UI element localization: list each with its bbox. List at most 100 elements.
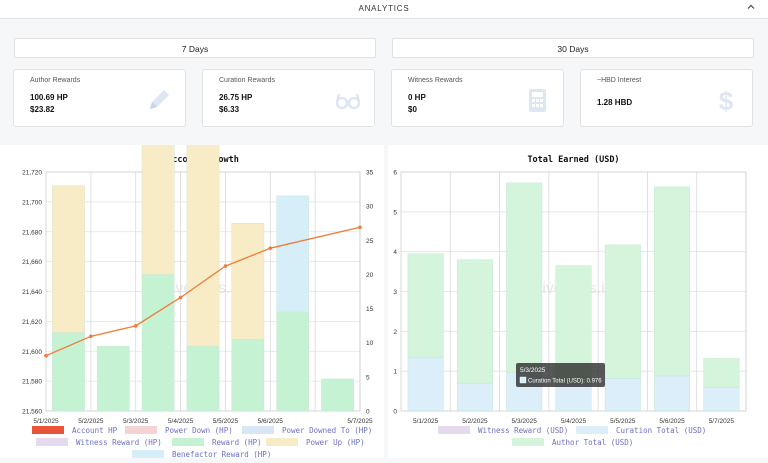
card-value-hp: 26.75 HP (219, 93, 253, 102)
bar-curation-total-usd (604, 378, 641, 412)
legend-swatch-curation-total-usd (576, 426, 608, 434)
y-tick-label: 1 (393, 369, 397, 376)
card-value-usd: $0 (408, 105, 417, 114)
chevron-up-icon[interactable] (746, 2, 756, 12)
bar-curation-total-usd (456, 382, 493, 412)
legend-swatch-power-downed-to-hp (242, 426, 274, 434)
analytics-header[interactable]: ANALYTICS (0, 0, 768, 19)
y-left-tick-label: 21,580 (22, 379, 42, 386)
bar-author-total-usd (506, 182, 543, 373)
x-tick-label: 5/1/2025 (33, 418, 59, 425)
y-left-tick-label: 21,620 (22, 319, 42, 326)
card-value-usd: $6.33 (219, 105, 240, 114)
y-tick-label: 2 (393, 329, 397, 336)
account-growth-panel: Account Growthhivestats.io21,56021,58021… (0, 72, 384, 459)
card-value-hbd: 1.28 HBD (597, 98, 633, 107)
account-hp-point (268, 246, 273, 250)
x-tick-label: 5/6/2025 (659, 418, 685, 425)
tooltip-box (516, 363, 605, 387)
x-tick-label: 5/2/2025 (462, 418, 488, 425)
legend-swatch-power-up-hp (266, 438, 298, 446)
card-value-hp: 0 HP (408, 93, 426, 102)
legend-label-power-down-hp: Power Down (HP) (165, 426, 233, 435)
bar-reward-hp (52, 332, 85, 412)
bar-reward-hp (141, 274, 175, 412)
bar-reward-hp (276, 311, 310, 412)
legend-label-witness-reward-usd: Witness Reward (USD) (478, 426, 568, 435)
bar-curation-total-usd (555, 382, 592, 412)
legend-label-account-hp: Account HP (72, 426, 118, 435)
account-growth-chart: Account Growthhivestats.io21,56021,58021… (22, 72, 374, 459)
total-earned-chart: Total Earned (USD)hivestats.io01234565/1… (393, 155, 747, 447)
account-hp-point (89, 334, 93, 339)
bar-author-total-usd (407, 253, 444, 358)
legend-label-curation-total-usd: Curation Total (USD) (616, 426, 706, 435)
legend-swatch-benefactor-reward-hp (132, 450, 164, 458)
legend-label-witness-reward-hp: Witness Reward (HP) (76, 438, 162, 447)
bar-author-total-usd (703, 358, 740, 388)
analytics-title: ANALYTICS (358, 4, 410, 13)
bar-curation-total-usd (407, 357, 444, 412)
pencil-icon (150, 90, 169, 109)
legend-swatch-witness-reward-usd (438, 426, 470, 434)
curation-rewards-card: Curation Rewards 26.75 HP $6.33 (202, 69, 375, 127)
bar-author-total-usd (604, 244, 641, 379)
y-right-tick-label: 10 (366, 340, 374, 347)
y-left-tick-label: 21,600 (22, 349, 42, 356)
y-right-tick-label: 35 (366, 170, 374, 177)
bar-author-total-usd (654, 186, 691, 377)
bar-power-up-hp (186, 130, 220, 347)
legend-swatch-account-hp (32, 426, 64, 434)
bar-reward-hp (96, 345, 130, 412)
y-tick-label: 6 (393, 170, 397, 177)
legend-label-power-downed-to-hp: Power Downed To (HP) (282, 426, 372, 435)
y-right-tick-label: 5 (366, 374, 370, 381)
y-left-tick-label: 21,640 (22, 289, 42, 296)
svg-text:$: $ (719, 86, 734, 114)
y-right-tick-label: 20 (366, 272, 374, 279)
y-tick-label: 5 (393, 209, 397, 216)
x-tick-label: 5/2/2025 (78, 418, 104, 425)
tooltip-swatch (519, 376, 527, 384)
calculator-icon (529, 89, 546, 112)
legend-swatch-author-total-usd (512, 438, 544, 446)
bar-power-up-hp (141, 72, 175, 275)
legend-label-benefactor-reward-hp: Benefactor Reward (HP) (172, 450, 271, 458)
card-value-hp: 100.69 HP (30, 93, 68, 102)
x-tick-label: 5/1/2025 (413, 418, 439, 425)
tooltip-text: Curation Total (USD): 0.976 (528, 379, 602, 385)
account-hp-point (178, 295, 183, 300)
period-7-days-button[interactable]: 7 Days (14, 38, 376, 58)
bar-reward-hp (231, 339, 265, 412)
bar-curation-total-usd (654, 375, 691, 412)
card-value-usd: $23.82 (30, 105, 55, 114)
bar-curation-total-usd (703, 386, 740, 412)
x-tick-label: 5/4/2025 (561, 418, 587, 425)
account-hp-point (44, 353, 48, 358)
x-tick-label: 5/5/2025 (213, 418, 239, 425)
x-tick-label: 5/4/2025 (168, 418, 194, 425)
y-left-tick-label: 21,700 (22, 199, 42, 206)
y-left-tick-label: 21,680 (22, 229, 42, 236)
legend-swatch-reward-hp (172, 438, 204, 446)
bar-power-up-hp (52, 185, 85, 333)
bar-reward-hp (321, 378, 354, 412)
witness-rewards-card: Witness Rewards 0 HP $0 (391, 69, 564, 127)
card-label: ~HBD Interest (597, 77, 642, 84)
y-right-tick-label: 0 (366, 409, 370, 416)
legend-label-author-total-usd: Author Total (USD) (552, 438, 633, 447)
account-hp-point (358, 225, 362, 230)
bar-author-total-usd (456, 259, 493, 384)
card-label: Witness Rewards (408, 77, 463, 84)
y-right-tick-label: 15 (366, 306, 374, 313)
y-tick-label: 0 (393, 409, 397, 416)
bar-power-up-hp (231, 223, 265, 340)
legend-label-power-up-hp: Power Up (HP) (306, 438, 365, 447)
x-tick-label: 5/3/2025 (123, 418, 149, 425)
account-hp-point (133, 324, 138, 328)
period-30-days-button[interactable]: 30 Days (392, 38, 754, 58)
glasses-icon (335, 93, 361, 110)
y-left-tick-label: 21,720 (22, 170, 42, 177)
y-tick-label: 4 (393, 249, 397, 256)
y-tick-label: 3 (393, 289, 397, 296)
